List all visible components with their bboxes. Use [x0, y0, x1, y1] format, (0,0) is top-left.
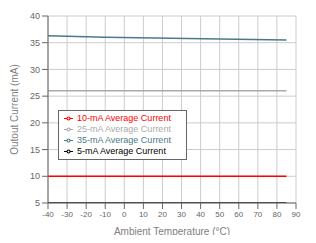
svg-text:Outout Current (mA): Outout Current (mA) — [9, 64, 20, 155]
svg-text:-40: -40 — [42, 210, 54, 219]
svg-text:50: 50 — [215, 210, 224, 219]
svg-text:20: 20 — [158, 210, 167, 219]
svg-text:25: 25 — [30, 91, 40, 101]
svg-text:20: 20 — [30, 118, 40, 128]
svg-text:70: 70 — [253, 210, 262, 219]
svg-text:30: 30 — [30, 65, 40, 75]
svg-text:15: 15 — [30, 145, 40, 155]
svg-text:-20: -20 — [80, 210, 92, 219]
svg-text:40: 40 — [30, 11, 40, 21]
svg-text:10: 10 — [139, 210, 148, 219]
svg-text:40: 40 — [196, 210, 205, 219]
svg-text:60: 60 — [234, 210, 243, 219]
html-text:10-mA Average Current: 10-mA Average Current — [77, 113, 171, 123]
svg-text:30: 30 — [177, 210, 186, 219]
svg-text:Ambient Temperature (°C): Ambient Temperature (°C) — [114, 226, 230, 235]
html-text:35-mA Average Current: 35-mA Average Current — [77, 135, 171, 145]
svg-text:5: 5 — [35, 198, 40, 208]
svg-text:-10: -10 — [99, 210, 111, 219]
svg-text:90: 90 — [292, 210, 301, 219]
svg-text:10: 10 — [30, 171, 40, 181]
html-text:25-mA Average Current: 25-mA Average Current — [77, 124, 171, 134]
html-text:5-mA Average Current: 5-mA Average Current — [77, 146, 166, 156]
svg-text:80: 80 — [272, 210, 281, 219]
svg-text:0: 0 — [122, 210, 127, 219]
svg-text:-30: -30 — [61, 210, 73, 219]
svg-text:35: 35 — [30, 38, 40, 48]
